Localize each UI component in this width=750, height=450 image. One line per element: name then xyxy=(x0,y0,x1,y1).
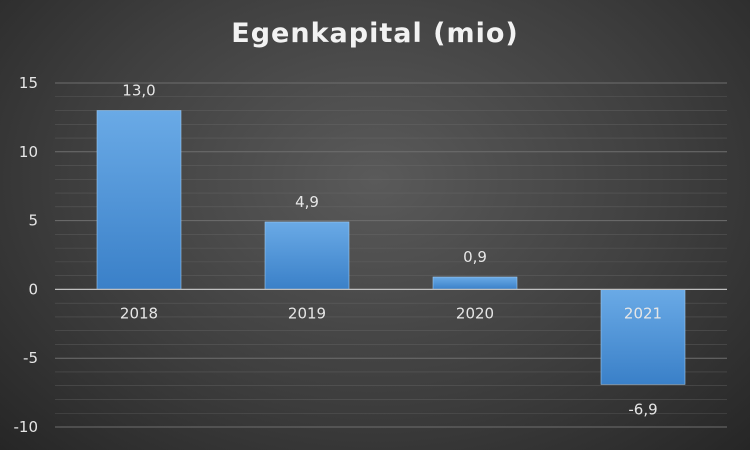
chart-title: Egenkapital (mio) xyxy=(231,18,519,49)
y-axis: 15 10 5 0 -5 -10 xyxy=(14,74,39,436)
x-tick-label: 2018 xyxy=(120,304,158,322)
y-tick-label: 10 xyxy=(19,143,38,161)
y-tick-label: 5 xyxy=(28,212,38,230)
y-tick-label: -5 xyxy=(23,349,38,367)
bar-2020 xyxy=(432,276,518,290)
data-label: 0,9 xyxy=(463,248,487,266)
gridlines xyxy=(55,82,727,428)
bar-2018 xyxy=(96,110,182,290)
y-tick-label: 15 xyxy=(19,74,38,92)
y-tick-label: 0 xyxy=(28,280,38,298)
data-label: 13,0 xyxy=(122,82,155,100)
y-tick-label: -10 xyxy=(14,418,39,436)
x-tick-label: 2019 xyxy=(288,304,326,322)
x-tick-label: 2020 xyxy=(456,304,494,322)
data-label: 4,9 xyxy=(295,193,319,211)
x-tick-label: 2021 xyxy=(624,304,662,322)
bar-2021 xyxy=(600,289,686,385)
bars xyxy=(96,110,686,385)
data-label: -6,9 xyxy=(628,400,657,418)
bar-2019 xyxy=(264,221,350,290)
labels: 2018 13,0 2019 4,9 2020 0,9 2021 -6,9 xyxy=(120,82,662,419)
